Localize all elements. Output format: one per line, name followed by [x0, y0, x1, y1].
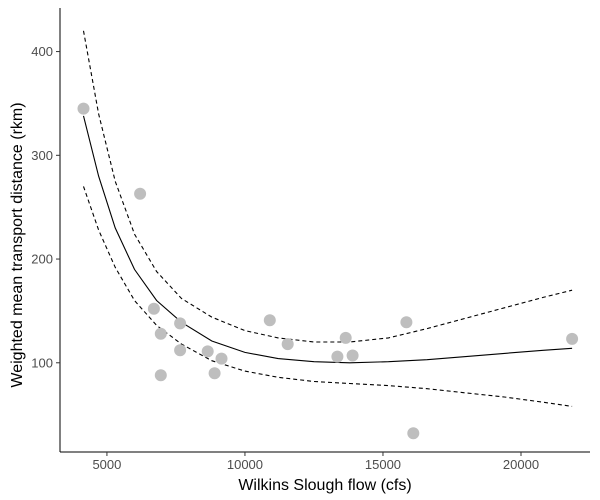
y-axis-title: Weighted mean transport distance (rkm)	[9, 102, 26, 387]
data-point	[400, 316, 413, 329]
x-tick-label: 5000	[92, 457, 121, 472]
data-point	[174, 344, 187, 357]
y-tick-label: 100	[31, 355, 53, 370]
data-point	[174, 317, 187, 330]
data-point	[346, 349, 359, 362]
y-tick-label: 200	[31, 252, 53, 267]
data-point	[147, 302, 160, 315]
data-point	[331, 350, 344, 363]
data-point	[208, 367, 221, 380]
y-tick-label: 400	[31, 44, 53, 59]
x-tick-label: 10000	[227, 457, 263, 472]
x-tick-label: 15000	[365, 457, 401, 472]
y-tick-label: 300	[31, 148, 53, 163]
data-point	[215, 352, 228, 365]
fit-lines	[82, 30, 573, 407]
confidence-band-line-1	[82, 30, 573, 343]
data-point	[201, 345, 214, 358]
x-tick-label: 20000	[503, 457, 539, 472]
data-point	[566, 332, 579, 345]
data-points	[77, 102, 579, 440]
confidence-band-line-2	[82, 186, 573, 407]
data-point	[77, 102, 90, 115]
data-point	[154, 369, 167, 382]
data-point	[407, 427, 420, 440]
data-point	[263, 314, 276, 327]
data-point	[154, 327, 167, 340]
data-point	[339, 331, 352, 344]
axes: 5000 10000 15000 20000 100 200 300 400	[31, 8, 590, 472]
x-axis-title: Wilkins Slough flow (cfs)	[238, 477, 411, 494]
data-point	[281, 338, 294, 351]
fit-line-0	[82, 115, 573, 364]
data-point	[134, 187, 147, 200]
